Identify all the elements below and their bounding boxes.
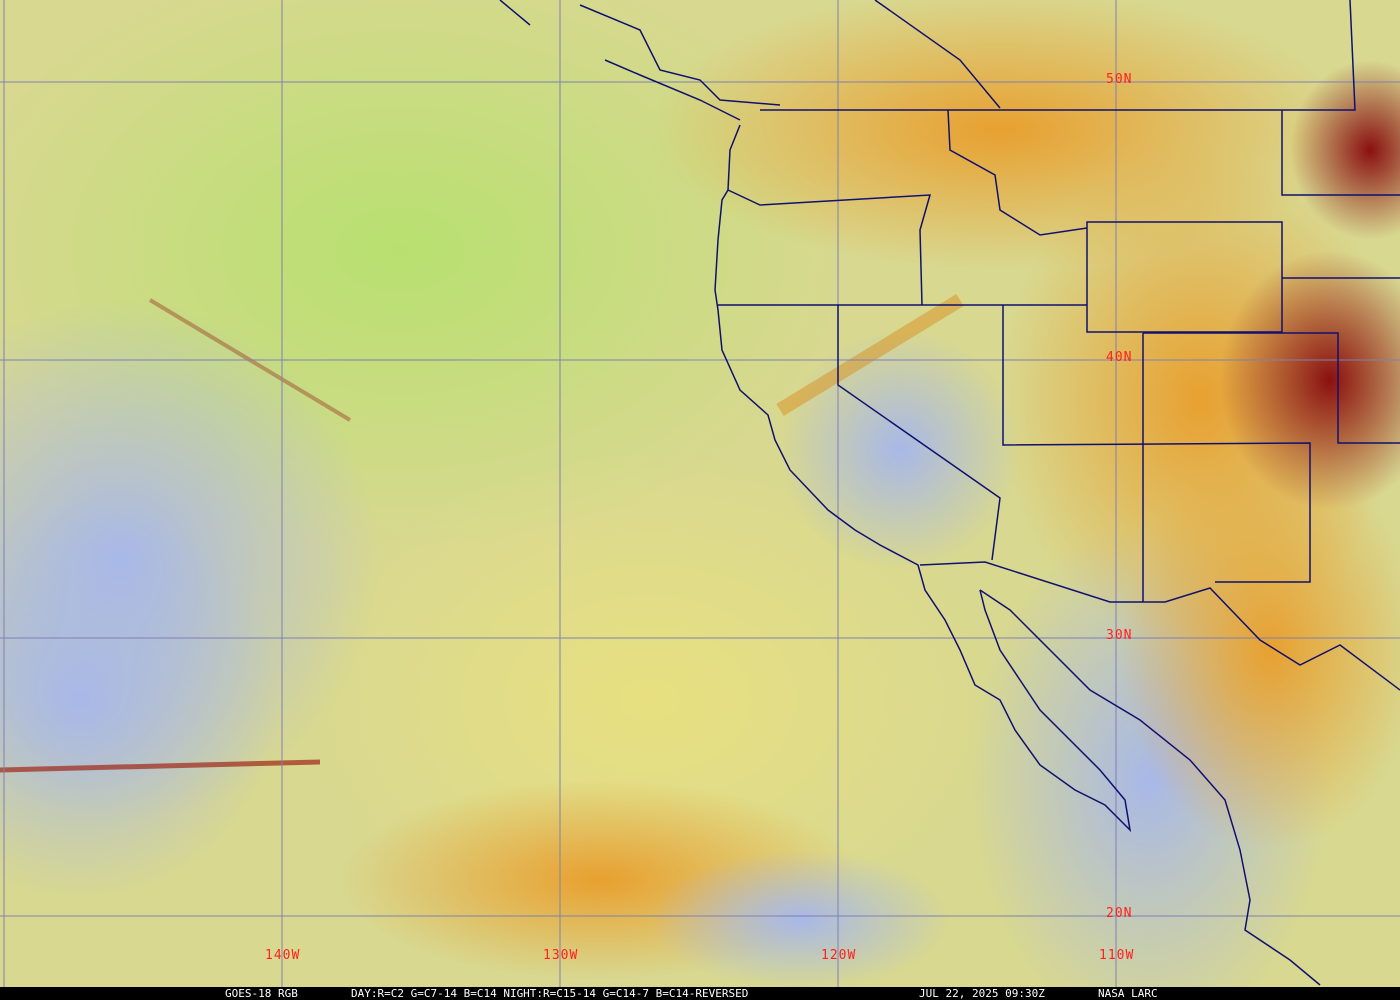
- longitude-label-120w: 120W: [821, 948, 857, 963]
- latitude-label-30n: 30N: [1106, 628, 1133, 643]
- latitude-label-40n: 40N: [1106, 350, 1133, 365]
- product-description: DAY:R=C2 G=C7-14 B=C14 NIGHT:R=C15-14 G=…: [351, 987, 749, 1000]
- longitude-label-140w: 140W: [265, 948, 301, 963]
- coastlines-and-borders: [499, 0, 1400, 986]
- longitude-label-110w: 110W: [1099, 948, 1135, 963]
- latitude-label-20n: 20N: [1106, 906, 1133, 921]
- caption-bar: GOES-18 RGB DAY:R=C2 G=C7-14 B=C14 NIGHT…: [0, 987, 1400, 1000]
- latitude-label-50n: 50N: [1106, 72, 1133, 87]
- timestamp: JUL 22, 2025 09:30Z: [919, 987, 1045, 1000]
- satellite-name: GOES-18 RGB: [225, 987, 298, 1000]
- credit: NASA LARC: [1098, 987, 1158, 1000]
- longitude-label-130w: 130W: [543, 948, 579, 963]
